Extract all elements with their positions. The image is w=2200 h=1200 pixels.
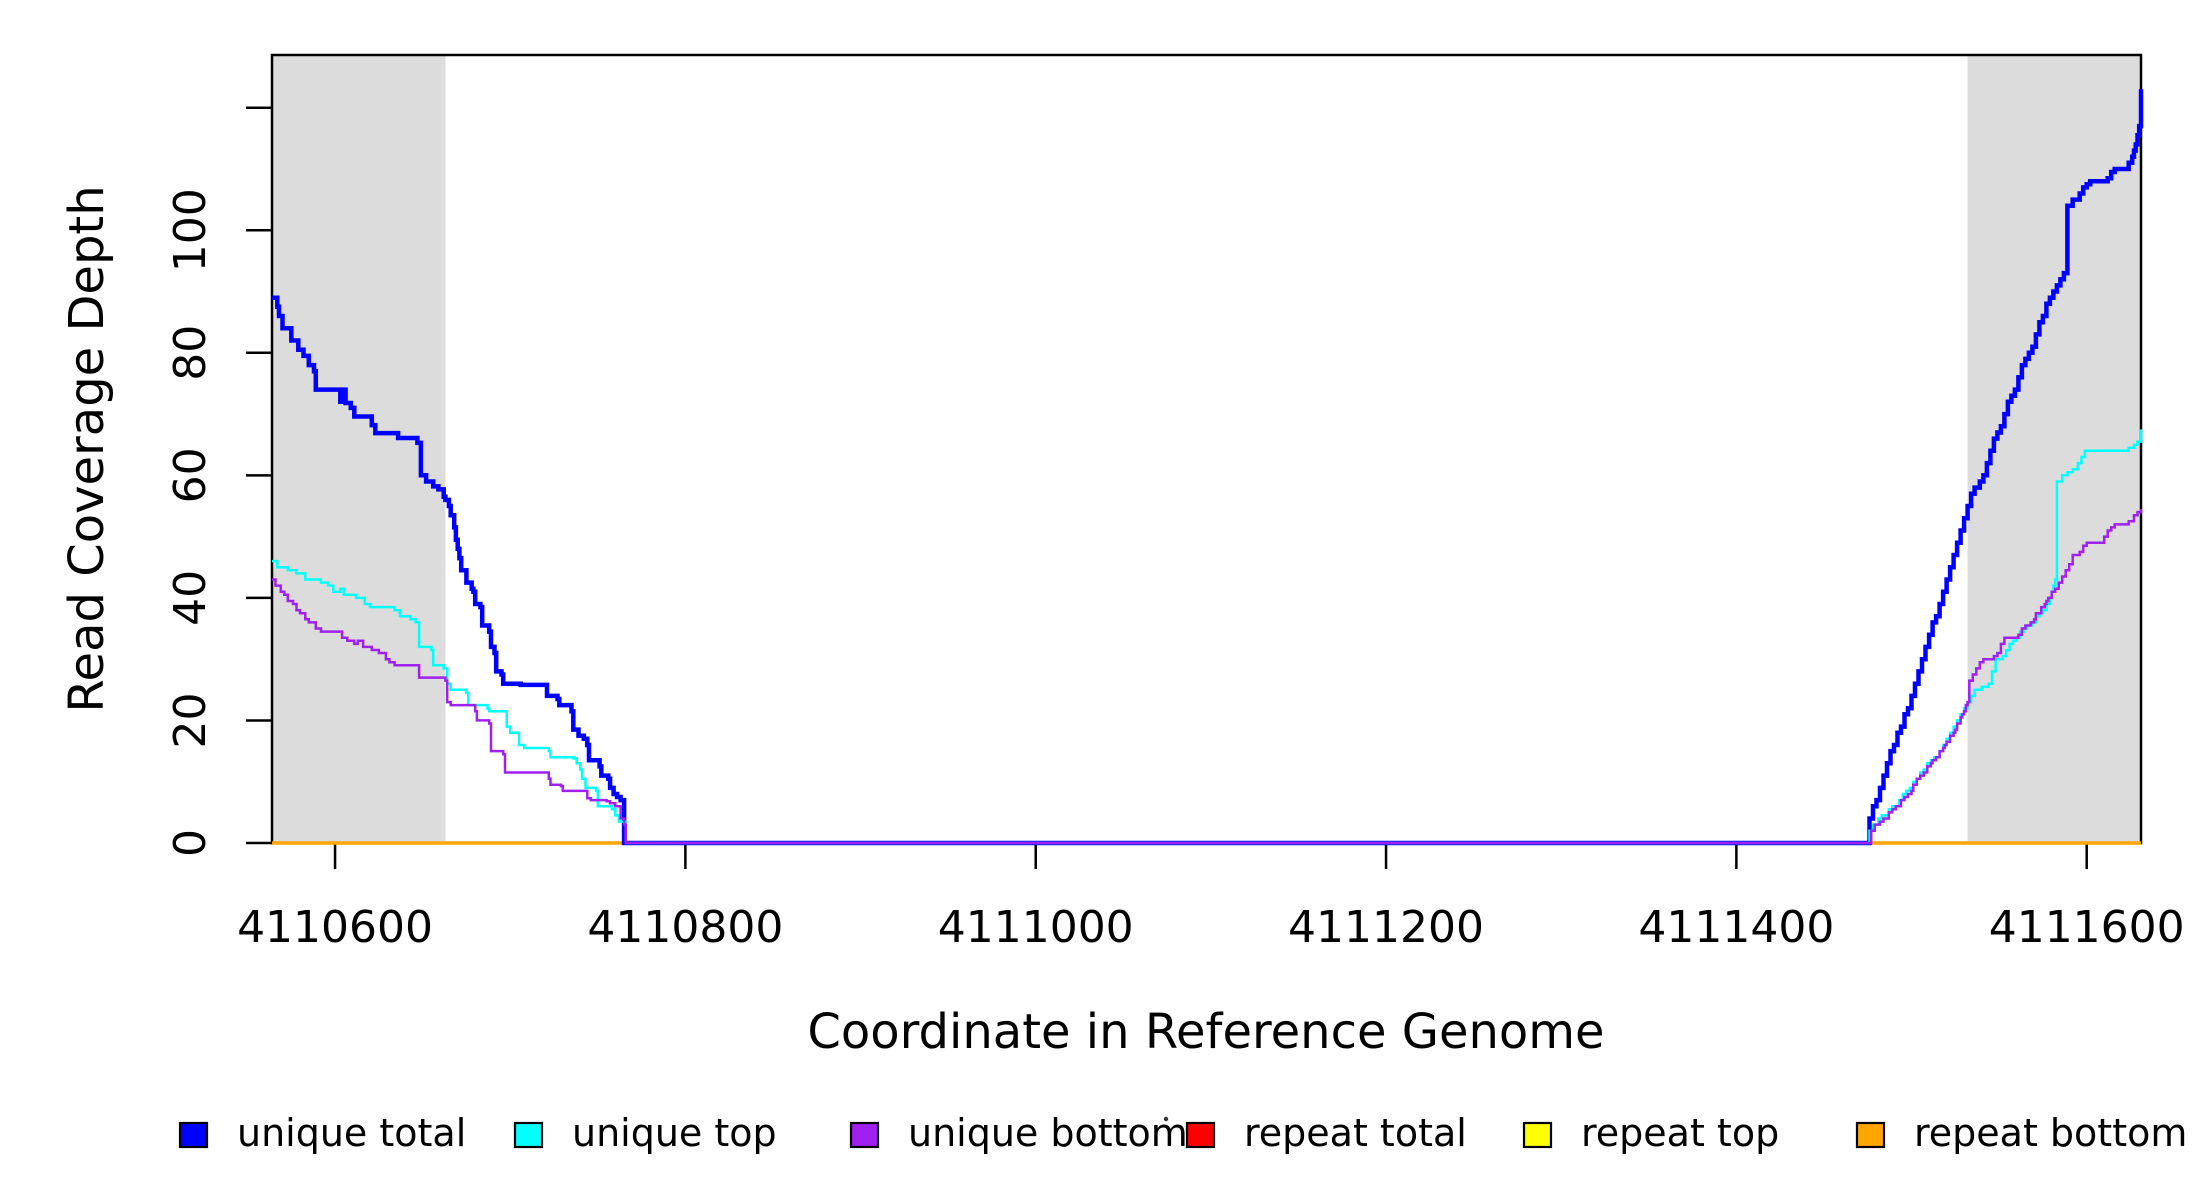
x-tick-label: 4111400 (1638, 902, 1834, 953)
x-tick-label: 4110800 (587, 902, 783, 953)
y-tick-label: 80 (165, 325, 216, 381)
series-unique-top (272, 429, 2143, 845)
y-tick-label: 100 (165, 188, 216, 272)
legend-item-repeat-top: repeat top (1522, 1111, 1779, 1155)
series-unique-total (272, 89, 2144, 846)
legend-item-unique-top: unique top (513, 1111, 777, 1155)
right-repeat-region (1967, 55, 2141, 843)
legend-swatch-unique-total (178, 1121, 209, 1149)
x-axis-title: Coordinate in Reference Genome (807, 1004, 1604, 1060)
legend-item-unique-total: unique total (178, 1111, 466, 1155)
legend-swatch-unique-bottom (849, 1121, 880, 1149)
y-tick-label: 0 (165, 829, 216, 857)
y-tick-label: 60 (165, 447, 216, 503)
x-tick-label: 4110600 (237, 902, 433, 953)
legend-swatch-unique-top (513, 1121, 544, 1149)
x-tick-label: 4111200 (1288, 902, 1484, 953)
stray-dot-artifact (1163, 1116, 1169, 1122)
legend-item-unique-bottom: unique bottom (849, 1111, 1188, 1155)
series-unique-bottom (272, 509, 2143, 845)
legend-swatch-repeat-bottom (1855, 1121, 1886, 1149)
legend-swatch-repeat-top (1522, 1121, 1553, 1149)
legend-label: unique bottom (908, 1111, 1188, 1155)
legend-item-repeat-bottom: repeat bottom (1855, 1111, 2187, 1155)
legend-label: repeat total (1244, 1111, 1467, 1155)
legend-label: repeat bottom (1914, 1111, 2187, 1155)
legend-label: unique total (237, 1111, 466, 1155)
x-tick-label: 4111600 (1989, 902, 2185, 953)
legend-label: unique top (572, 1111, 777, 1155)
y-axis-title: Read Coverage Depth (59, 185, 115, 712)
y-tick-label: 20 (165, 692, 216, 748)
left-repeat-region (272, 55, 446, 843)
x-tick-label: 4111000 (938, 902, 1134, 953)
legend-swatch-repeat-total (1185, 1121, 1216, 1149)
y-tick-label: 40 (165, 570, 216, 626)
legend-item-repeat-total: repeat total (1185, 1111, 1467, 1155)
legend-label: repeat top (1581, 1111, 1779, 1155)
